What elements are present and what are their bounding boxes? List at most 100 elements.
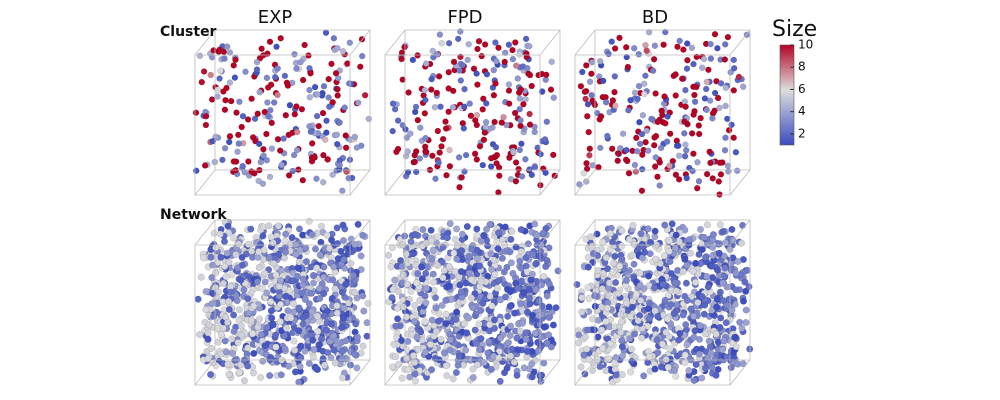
particle: [703, 170, 711, 178]
particle: [221, 145, 229, 152]
cube-edge: [194, 29, 216, 56]
particle: [312, 245, 320, 253]
particle: [325, 94, 332, 101]
particle: [475, 320, 483, 328]
particle: [329, 276, 337, 284]
particle: [735, 73, 743, 81]
particle: [301, 41, 308, 49]
particle: [417, 124, 424, 131]
particle: [442, 296, 450, 304]
particle: [596, 116, 603, 123]
particle: [707, 55, 715, 62]
particle: [261, 278, 269, 286]
particle: [258, 284, 266, 292]
particle: [476, 346, 484, 354]
particle: [410, 317, 418, 325]
particle: [609, 268, 617, 276]
particle: [421, 318, 429, 326]
particle: [259, 180, 267, 187]
cube-edge: [384, 169, 406, 196]
particle: [400, 303, 408, 311]
particle: [580, 351, 588, 359]
particle: [720, 272, 728, 280]
particle: [543, 71, 550, 79]
particle: [438, 258, 446, 266]
particle: [326, 338, 334, 346]
particle: [230, 158, 238, 165]
particle: [725, 168, 732, 175]
particle: [731, 333, 739, 341]
particle: [349, 271, 357, 279]
particle: [643, 127, 650, 135]
particle: [683, 147, 690, 154]
particle: [513, 371, 521, 379]
particle: [490, 66, 497, 74]
particle: [277, 35, 284, 42]
particle: [314, 91, 321, 98]
cube-edge: [729, 29, 751, 56]
particle: [313, 175, 320, 182]
particle: [321, 361, 329, 369]
particle: [394, 315, 402, 323]
particle: [483, 71, 491, 78]
particle: [328, 294, 336, 302]
particle: [599, 238, 607, 246]
particle: [468, 245, 476, 253]
particle: [272, 73, 279, 81]
particle: [413, 279, 421, 287]
particle: [471, 290, 479, 298]
particle: [698, 292, 706, 300]
particle: [330, 263, 338, 271]
particle: [388, 294, 396, 302]
particle: [663, 138, 671, 145]
particle: [542, 169, 549, 177]
particle: [634, 317, 642, 325]
particle: [309, 140, 316, 147]
particle: [222, 273, 230, 281]
particle: [730, 56, 737, 64]
particle: [392, 353, 400, 361]
particle: [599, 344, 607, 352]
particle: [538, 281, 546, 289]
particle: [306, 123, 313, 130]
particle: [429, 270, 437, 278]
particle: [221, 337, 229, 345]
particle: [526, 71, 534, 79]
particle: [582, 95, 589, 103]
particle: [583, 62, 590, 69]
particle: [464, 56, 471, 64]
particle: [670, 310, 678, 318]
particle: [672, 92, 679, 99]
particle: [456, 67, 463, 74]
particle: [654, 173, 661, 181]
particle: [609, 238, 617, 246]
particle: [702, 253, 710, 261]
particle: [238, 253, 246, 261]
particle: [675, 336, 683, 344]
particle: [480, 136, 488, 144]
particle: [667, 301, 675, 309]
particle: [587, 233, 595, 241]
particle: [429, 246, 437, 254]
particle: [618, 227, 626, 235]
particle: [581, 370, 589, 378]
particle: [267, 81, 275, 88]
particle: [617, 328, 625, 336]
particle: [630, 260, 638, 268]
column-label: FPD: [447, 7, 482, 28]
column-label: EXP: [258, 7, 293, 28]
particle: [625, 106, 632, 114]
particle: [666, 162, 673, 169]
particle: [682, 321, 690, 329]
particle: [738, 324, 746, 332]
particle: [526, 121, 534, 128]
particle: [307, 263, 315, 271]
particle: [545, 314, 553, 322]
particle: [295, 264, 303, 272]
particle: [632, 290, 640, 298]
particle: [486, 292, 494, 300]
particle: [233, 109, 240, 116]
particle: [290, 151, 298, 159]
particle: [256, 315, 264, 323]
particle: [625, 170, 633, 177]
